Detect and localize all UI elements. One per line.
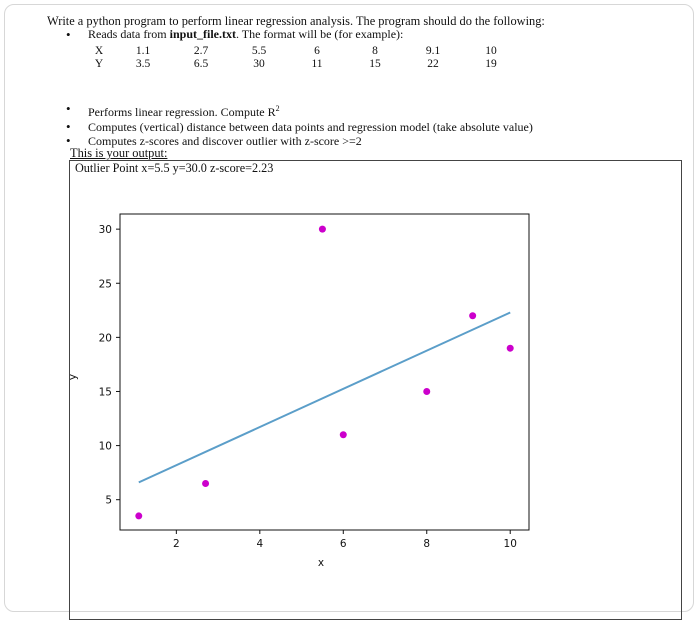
y-cell: 30 bbox=[253, 58, 265, 71]
y-tick-label: 15 bbox=[99, 386, 112, 398]
outlier-result: Outlier Point x=5.5 y=30.0 z-score=2.23 bbox=[75, 161, 274, 175]
x-tick-label: 2 bbox=[173, 538, 180, 550]
row-header-y: Y bbox=[94, 58, 104, 71]
bullet-text: Computes (vertical) distance between dat… bbox=[88, 119, 533, 134]
data-point bbox=[423, 387, 431, 395]
bullet-reads-data: Reads data from input_file.txt. The form… bbox=[66, 27, 404, 42]
reads-prefix: Reads data from bbox=[88, 27, 170, 41]
bullet-text: Computes z-scores and discover outlier w… bbox=[88, 134, 362, 148]
x-cell: 10 bbox=[485, 44, 497, 57]
data-point bbox=[202, 479, 210, 487]
output-caption: This is your output: bbox=[70, 146, 168, 160]
table-row-y: Y 3.5 6.5 30 11 15 22 19 bbox=[84, 58, 520, 72]
intro-text: Write a python program to perform linear… bbox=[47, 14, 545, 29]
data-points bbox=[135, 225, 514, 520]
table-row-x: X 1.1 2.7 5.5 6 8 9.1 10 bbox=[84, 44, 520, 58]
x-cell: 5.5 bbox=[251, 44, 267, 57]
y-cell: 22 bbox=[427, 58, 439, 71]
x-tick-label: 10 bbox=[504, 538, 517, 550]
bullet-zscore: Computes z-scores and discover outlier w… bbox=[66, 134, 533, 149]
data-point bbox=[318, 225, 326, 233]
x-cell: 2.7 bbox=[193, 44, 209, 57]
y-axis-ticks: 5 10 15 20 25 30 bbox=[99, 224, 120, 507]
data-point bbox=[339, 431, 347, 439]
row-header-x: X bbox=[94, 44, 104, 57]
input-filename: input_file.txt bbox=[169, 27, 236, 41]
x-axis-label: x bbox=[318, 557, 324, 569]
x-tick-label: 4 bbox=[256, 538, 263, 550]
x-cell: 1.1 bbox=[135, 44, 151, 57]
x-cell: 9.1 bbox=[425, 44, 441, 57]
y-tick-label: 10 bbox=[99, 441, 112, 453]
x-tick-label: 8 bbox=[423, 538, 430, 550]
y-tick-label: 5 bbox=[105, 495, 112, 507]
page-frame bbox=[4, 4, 694, 612]
bullet-regression: Performs linear regression. Compute R2 bbox=[66, 102, 533, 120]
bullet-distance: Computes (vertical) distance between dat… bbox=[66, 120, 533, 135]
bullet-text: Performs linear regression. Compute R bbox=[88, 105, 276, 119]
y-cell: 19 bbox=[485, 58, 497, 71]
data-point bbox=[506, 344, 514, 352]
data-point bbox=[469, 312, 477, 320]
requirements-list-top: Reads data from input_file.txt. The form… bbox=[66, 27, 404, 42]
y-tick-label: 25 bbox=[99, 278, 112, 290]
x-cell: 8 bbox=[372, 44, 378, 57]
y-cell: 3.5 bbox=[135, 58, 151, 71]
y-tick-label: 30 bbox=[99, 224, 112, 236]
x-axis-ticks: 2 4 6 8 10 bbox=[173, 530, 517, 550]
regression-line bbox=[138, 311, 511, 484]
requirements-list-bottom: Performs linear regression. Compute R2 C… bbox=[66, 102, 533, 149]
x-cell: 6 bbox=[314, 44, 320, 57]
y-axis-label: y bbox=[67, 374, 79, 380]
sample-data-table: X 1.1 2.7 5.5 6 8 9.1 10 Y 3.5 6.5 30 11… bbox=[84, 44, 520, 71]
y-cell: 11 bbox=[311, 58, 323, 71]
regression-line-group bbox=[138, 311, 511, 484]
y-cell: 15 bbox=[369, 58, 381, 71]
reads-suffix: . The format will be (for example): bbox=[235, 27, 404, 41]
data-point bbox=[135, 512, 143, 520]
intro-sentence: Write a python program to perform linear… bbox=[47, 14, 545, 28]
y-tick-label: 20 bbox=[99, 332, 112, 344]
plot-frame bbox=[119, 213, 530, 531]
x-tick-label: 6 bbox=[340, 538, 347, 550]
y-cell: 6.5 bbox=[193, 58, 209, 71]
superscript-2: 2 bbox=[275, 104, 280, 113]
